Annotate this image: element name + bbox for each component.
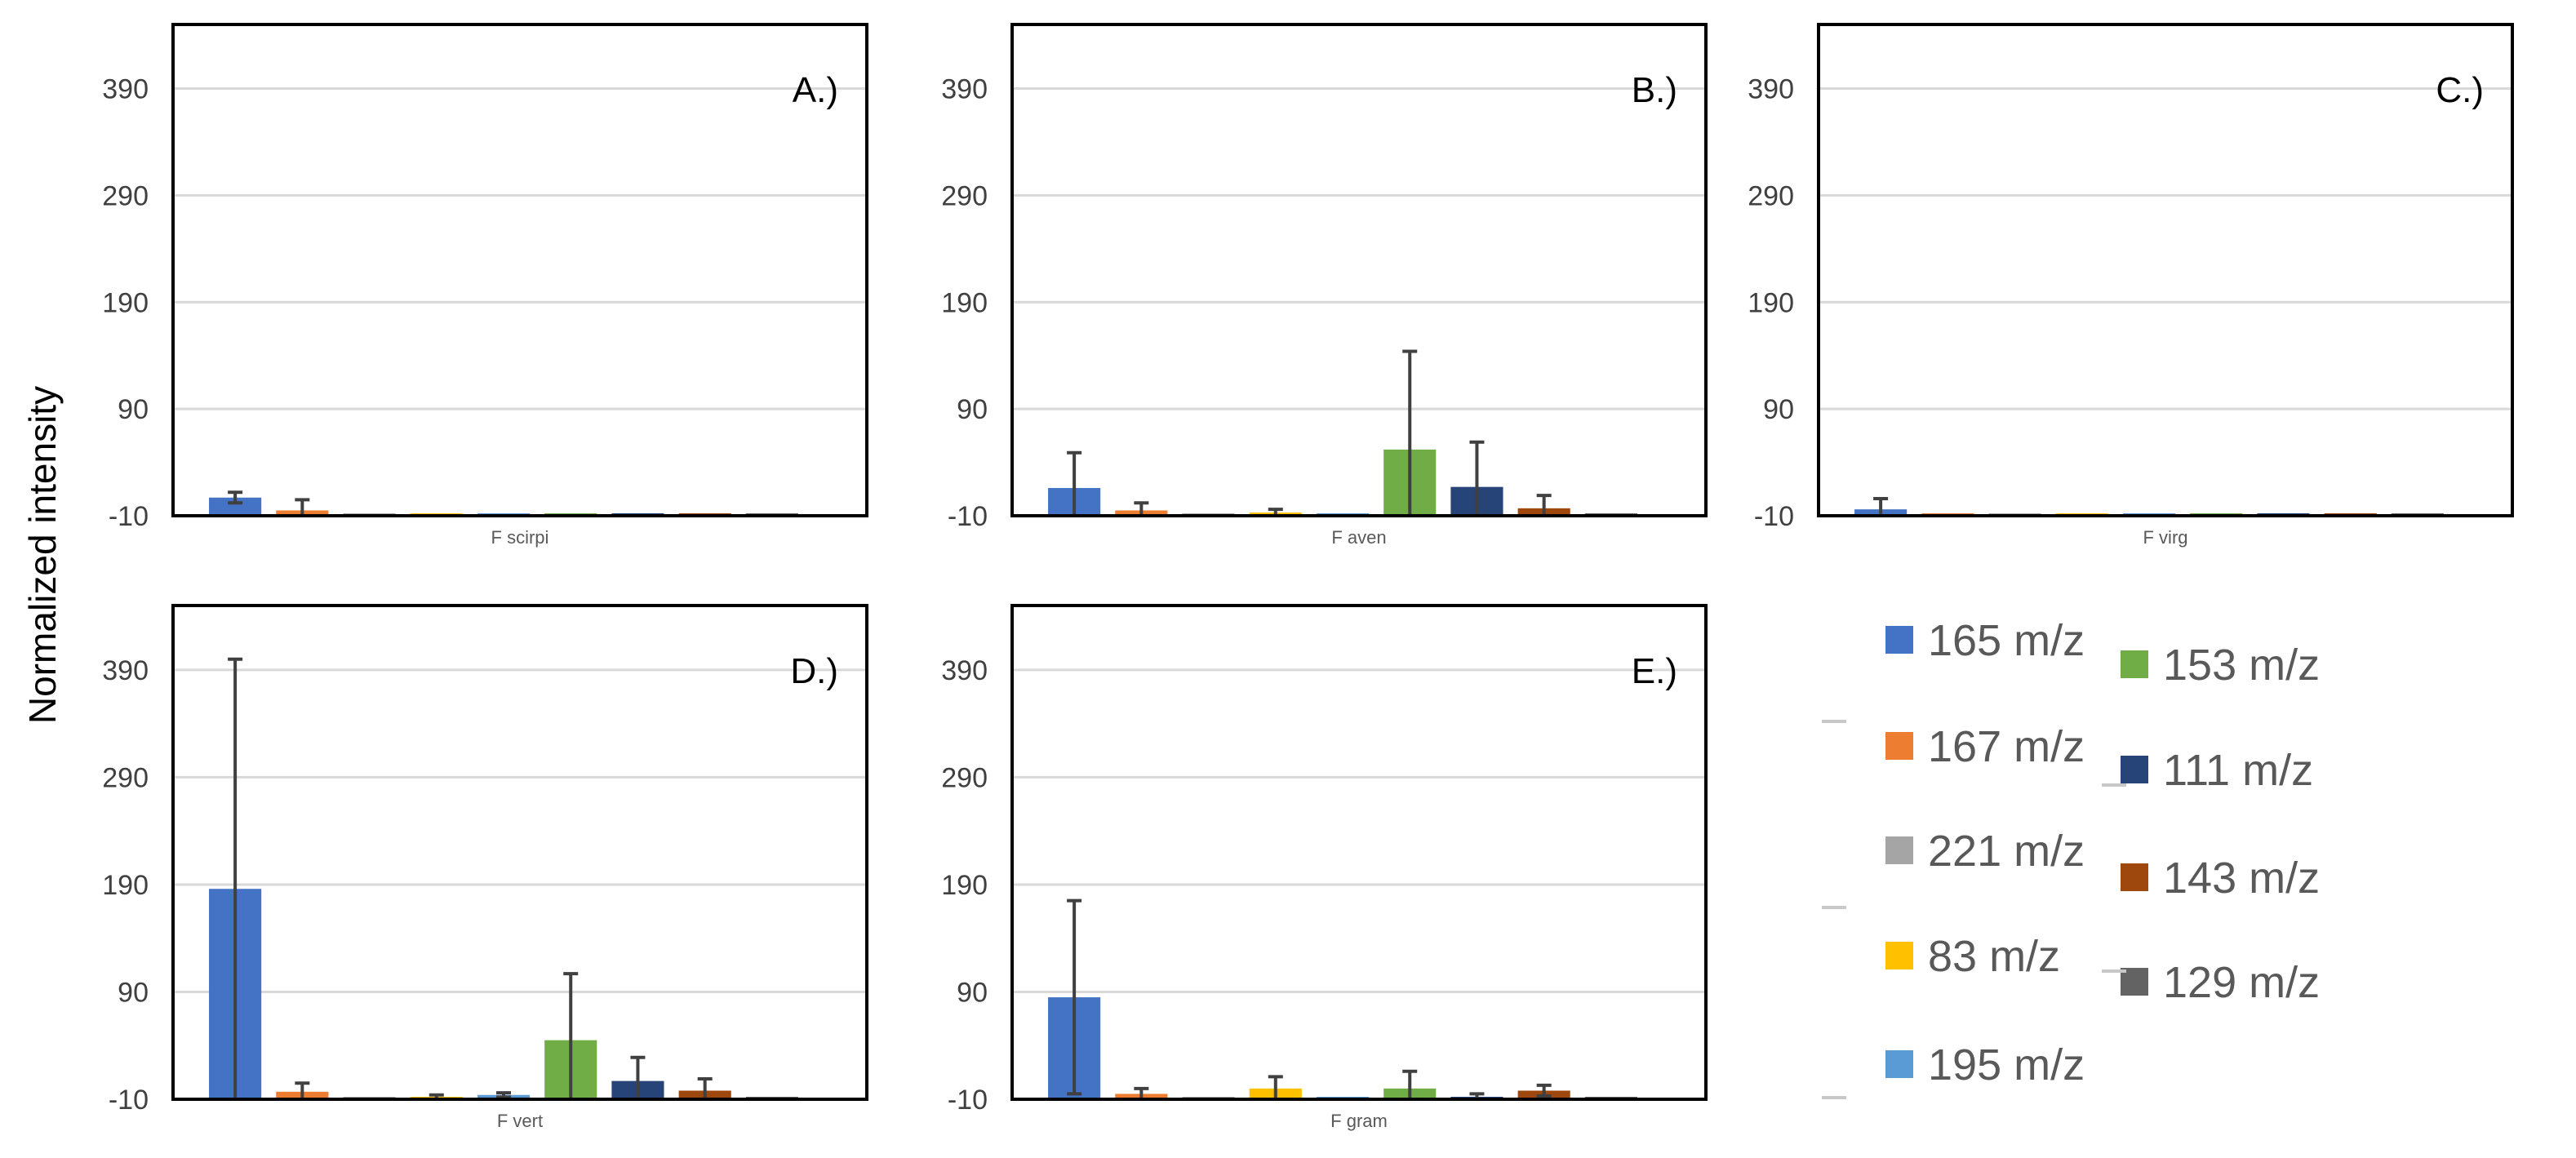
bar-165-m-z bbox=[209, 497, 262, 516]
legend-label: 143 m/z bbox=[2163, 854, 2320, 903]
y-tick-label: 390 bbox=[102, 655, 149, 686]
panel-label: A.) bbox=[793, 70, 838, 110]
y-tick-label: 290 bbox=[941, 762, 988, 793]
y-tick-label: 390 bbox=[941, 655, 988, 686]
y-tick-label: -10 bbox=[948, 501, 988, 532]
plot-frame bbox=[171, 23, 868, 517]
x-category-label: F gram bbox=[1330, 1111, 1388, 1131]
legend-swatch bbox=[1885, 626, 1913, 654]
legend-label: 129 m/z bbox=[2163, 958, 2320, 1007]
x-category-label: F vert bbox=[497, 1111, 543, 1131]
legend-swatch bbox=[1885, 836, 1913, 864]
y-tick-label: 90 bbox=[118, 394, 149, 425]
y-tick-label: 190 bbox=[102, 870, 149, 901]
x-category-label: F virg bbox=[2143, 527, 2188, 548]
y-tick-label: 290 bbox=[102, 762, 149, 793]
y-tick-label: -10 bbox=[1754, 501, 1794, 532]
y-tick-label: -10 bbox=[109, 1085, 149, 1116]
panel-label: D.) bbox=[790, 651, 838, 691]
chart-panel-3: -10 90 190 290 390 F virg C.) bbox=[1748, 23, 2514, 548]
y-tick-label: 190 bbox=[102, 287, 149, 318]
plot-frame bbox=[1010, 604, 1708, 1101]
chart-panel-2: -10 90 190 290 390 F aven B.) bbox=[941, 23, 1708, 548]
legend-label: 221 m/z bbox=[1928, 827, 2085, 876]
x-category-label: F scirpi bbox=[491, 527, 549, 548]
legend-label: 111 m/z bbox=[2163, 746, 2313, 795]
legend-label: 167 m/z bbox=[1928, 722, 2085, 771]
y-axis-label: Normalized intensity bbox=[21, 386, 64, 724]
legend-label: 83 m/z bbox=[1928, 932, 2060, 981]
legend-swatch bbox=[2121, 863, 2148, 891]
chart-panel-5: -10 90 190 290 390 F gram E.) bbox=[941, 604, 1708, 1131]
legend-swatch bbox=[2121, 650, 2148, 678]
y-tick-label: 190 bbox=[1748, 287, 1794, 318]
x-category-label: F aven bbox=[1331, 527, 1386, 548]
legend: 165 m/z 167 m/z 221 m/z 83 m/z 195 m/z 153 m/… bbox=[1822, 616, 2320, 1099]
plot-frame bbox=[171, 604, 868, 1101]
y-tick-label: -10 bbox=[948, 1085, 988, 1116]
legend-label: 195 m/z bbox=[1928, 1040, 2085, 1089]
panel-label: C.) bbox=[2436, 70, 2484, 110]
y-tick-label: 90 bbox=[118, 977, 149, 1008]
y-tick-label: 390 bbox=[941, 74, 988, 105]
chart-panel-1: -10 90 190 290 390 F scirpi A.) bbox=[102, 23, 868, 548]
y-tick-label: 90 bbox=[957, 394, 988, 425]
y-tick-label: 190 bbox=[941, 870, 988, 901]
plot-frame bbox=[1010, 23, 1708, 517]
y-tick-label: 90 bbox=[1763, 394, 1794, 425]
y-tick-label: 390 bbox=[102, 74, 149, 105]
chart-panel-4: -10 90 190 290 390 F vert D.) bbox=[102, 604, 868, 1131]
y-tick-label: 190 bbox=[941, 287, 988, 318]
panel-label: E.) bbox=[1632, 651, 1677, 691]
legend-swatch bbox=[1885, 942, 1913, 969]
y-tick-label: 290 bbox=[941, 180, 988, 211]
y-tick-label: 90 bbox=[957, 977, 988, 1008]
legend-swatch bbox=[1885, 732, 1913, 760]
plot-frame bbox=[1817, 23, 2514, 517]
panel-label: B.) bbox=[1632, 70, 1677, 110]
legend-swatch bbox=[2121, 756, 2148, 783]
legend-label: 153 m/z bbox=[2163, 641, 2320, 690]
legend-label: 165 m/z bbox=[1928, 616, 2085, 665]
legend-swatch bbox=[1885, 1050, 1913, 1078]
y-tick-label: 290 bbox=[102, 180, 149, 211]
y-tick-label: 390 bbox=[1748, 74, 1794, 105]
y-tick-label: -10 bbox=[109, 501, 149, 532]
y-tick-label: 290 bbox=[1748, 180, 1794, 211]
